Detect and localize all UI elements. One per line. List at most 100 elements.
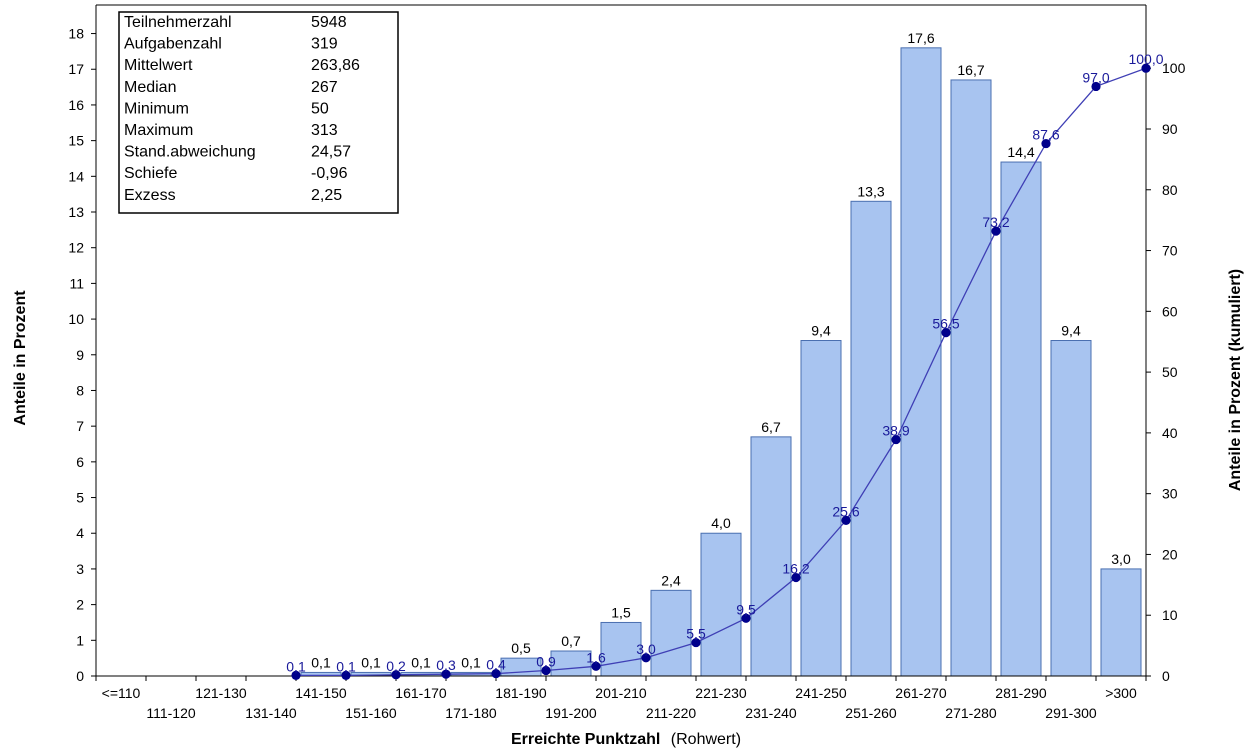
cumulative-value-label: 0,9 [536,654,556,670]
y-tick-label: 17 [68,61,84,77]
stat-value: 267 [311,79,338,96]
bar-value-label: 17,6 [907,30,934,46]
bar [600,621,642,677]
bar-value-label: 14,4 [1007,144,1034,160]
cumulative-value-label: 5,5 [686,626,706,642]
statistics-box: Teilnehmerzahl 5948 Aufgabenzahl 319 Mittelw… [118,11,399,214]
x-axis-title-suffix: (Rohwert) [671,731,741,748]
bar-value-label: 3,0 [1111,551,1131,567]
y-tick-label: 1 [76,632,84,648]
stat-label: Exzess [124,187,176,204]
cumulative-value-label: 0,3 [436,657,456,673]
cumulative-value-label: 0,1 [286,658,306,674]
statistics-frame [118,11,399,214]
bar [750,436,792,677]
stat-label: Minimum [124,100,189,117]
y-tick-label: 4 [76,525,84,541]
cumulative-value-label: 0,2 [386,658,406,674]
bar [900,47,942,677]
y-tick-label: 8 [76,382,84,398]
x-tick-label: 201-210 [595,685,647,701]
cumulative-point [691,637,701,648]
cumulative-value-label: 0,4 [486,657,506,673]
cumulative-point [341,670,351,680]
y2-tick-label: 90 [1162,121,1178,137]
stat-value: 24,57 [311,144,351,161]
cumulative-point [941,327,951,338]
cumulative-value-label: 100,0 [1128,51,1163,67]
y2-tick-label: 60 [1162,303,1178,319]
x-axis-title-main: Erreichte Punktzahl [511,731,660,748]
cumulative-value-label: 97,0 [1082,69,1109,85]
y-tick-label: 14 [68,168,84,184]
cumulative-point [291,670,301,680]
cumulative-value-label: 0,1 [336,658,356,674]
bar-value-label: 0,1 [411,654,431,670]
cumulative-series: 0,1 0,1 0,2 0,3 0,4 0,9 1,6 3,0 5,5 9,5 16,2 25,6 38… [286,51,1164,680]
y2-tick-label: 0 [1162,668,1170,684]
cumulative-point [1141,63,1151,73]
bar [550,650,592,677]
bar-value-label: 2,4 [661,572,681,588]
cumulative-value-label: 16,2 [782,561,809,577]
stat-value: 263,86 [311,57,360,74]
stat-label: Maximum [124,122,193,139]
cumulative-value-label: 9,5 [736,601,756,617]
bar-value-label: 13,3 [857,183,884,199]
cumulative-value-label: 87,6 [1032,127,1059,143]
stat-value: 2,25 [311,187,342,204]
bar-value-label: 9,4 [811,323,831,339]
y2-tick-label: 10 [1162,607,1178,623]
stat-label: Aufgabenzahl [124,36,222,53]
bar-value-label: 0,1 [311,654,331,670]
cumulative-point [491,668,501,679]
cumulative-value-label: 38,9 [882,423,909,439]
x-tick-label: 111-120 [146,705,196,721]
bar-value-label: 16,7 [957,62,984,78]
cumulative-point [891,434,901,445]
cumulative-point [741,613,751,623]
x-tick-label: 261-270 [895,685,947,701]
y-tick-label: 11 [69,275,84,291]
y-tick-label: 16 [68,97,84,113]
y-tick-label: 6 [76,454,84,470]
x-tick-label: >300 [1105,685,1137,701]
cumulative-value-label: 3,0 [636,641,656,657]
stat-label: Teilnehmerzahl [124,14,232,31]
y-tick-label: 15 [68,133,84,149]
y-tick-label: 13 [68,204,84,220]
bar-value-label: 0,1 [361,654,381,670]
cumulative-point [441,669,451,679]
x-tick-label: 291-300 [1045,705,1097,721]
y-tick-label: 9 [76,347,84,363]
cumulative-point [841,515,851,526]
x-tick-label: 221-230 [695,685,747,701]
cumulative-point [591,661,601,671]
x-axis-title: Erreichte Punktzahl (Rohwert) [511,731,741,748]
y2-axis-title: Anteile in Prozent (kumuliert) [1227,269,1244,491]
cumulative-value-label: 25,6 [832,503,859,519]
cumulative-value-label: 56,5 [932,316,959,332]
bar-value-label: 4,0 [711,515,731,531]
y2-tick-label: 40 [1162,425,1178,441]
x-tick-label: 141-150 [295,685,347,701]
bar [950,79,992,677]
y2-tick-label: 20 [1162,546,1178,562]
stat-value: 5948 [311,14,347,31]
stat-label: Mittelwert [124,57,193,74]
cumulative-line [296,67,1147,677]
bar-value-label: 0,7 [561,633,581,649]
cumulative-value-label: 73,2 [982,214,1009,230]
x-tick-label: 181-190 [495,685,547,701]
stat-value: -0,96 [311,165,348,182]
bar-value-label: 0,5 [511,640,531,656]
y-tick-label: 18 [68,26,84,42]
x-tick-label: 271-280 [945,705,997,721]
x-tick-label: 241-250 [795,685,847,701]
y-tick-label: 2 [76,597,84,613]
x-tick-label: <=110 [102,685,141,701]
bar-series: 0,1 0,1 0,1 0,1 0,5 0,7 1,5 2,4 4,0 6,7 9,4 13,3 17,… [300,30,1142,677]
y2-tick-label: 80 [1162,182,1178,198]
bar [1050,340,1092,677]
